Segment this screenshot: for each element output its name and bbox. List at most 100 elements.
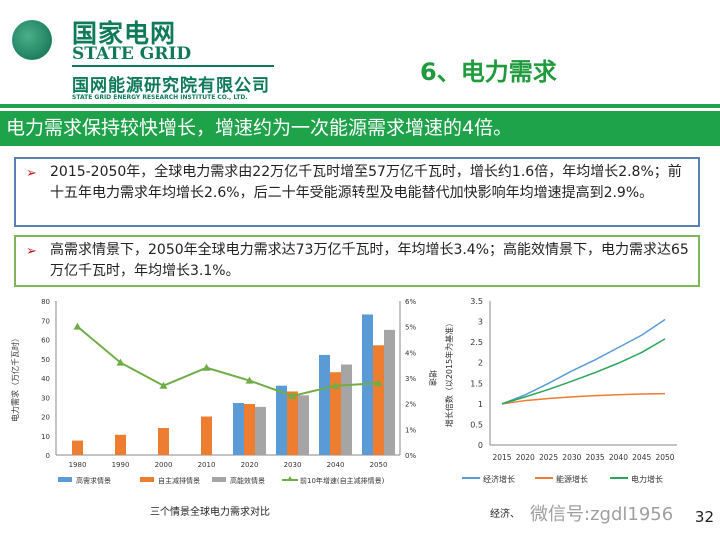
growth-point-marker	[202, 363, 211, 371]
bar-自主减排情景	[287, 391, 298, 455]
x-tick-label: 2020	[241, 461, 259, 469]
growth-point-marker	[116, 358, 125, 366]
x-tick-label: 2045	[632, 453, 651, 462]
bullet-text: 2015-2050年，全球电力需求由22万亿千瓦时增至57万亿千瓦时，增长约1.…	[50, 164, 682, 201]
y-tick-label: 3	[478, 318, 483, 327]
y-tick-label: 20	[41, 414, 50, 422]
line-经济增长	[501, 318, 666, 405]
y-tick-label: 0	[478, 441, 483, 450]
y-tick-label: 2	[478, 359, 483, 368]
y2-tick-label: 5%	[405, 324, 416, 332]
growth-point-marker	[374, 379, 383, 387]
y-tick-label: 0	[46, 452, 50, 460]
legend-label: 经济增长	[483, 474, 515, 484]
bullet-box-2: ➢ 高需求情景下，2050年全球电力需求达73万亿千瓦时，年均增长3.4%；高能效…	[14, 235, 700, 287]
bar-高需求情景	[276, 385, 287, 455]
x-tick-label: 2035	[586, 453, 605, 462]
legend-label: 能源增长	[556, 474, 588, 484]
line-电力增长	[501, 338, 666, 405]
growth-point-marker	[159, 381, 168, 389]
bullet-box-1: ➢ 2015-2050年，全球电力需求由22万亿千瓦时增至57万亿千瓦时，增长约1…	[14, 157, 700, 227]
growth-line	[76, 325, 379, 398]
bar-自主减排情景	[72, 440, 83, 455]
x-tick-label: 2025	[539, 453, 558, 462]
y-tick-label: 10	[41, 433, 50, 441]
institute-name-en: STATE GRID ENERGY RESEARCH INSTITUTE CO.…	[72, 94, 248, 101]
bar-自主减排情景	[201, 416, 212, 455]
y-tick-label: 1	[478, 400, 483, 409]
bar-高能效情景	[298, 395, 309, 455]
growth-point-marker	[331, 381, 340, 389]
line-能源增长	[501, 392, 666, 405]
logo-en: STATE GRID	[72, 44, 192, 64]
legend-swatch	[140, 477, 154, 482]
logo-cn: 国家电网	[72, 19, 177, 48]
y-tick-label: 70	[41, 317, 50, 325]
y2-axis-label: 增速	[428, 370, 438, 386]
y2-tick-label: 3%	[405, 375, 416, 383]
x-tick-label: 2030	[284, 461, 302, 469]
y2-tick-label: 2%	[405, 401, 416, 409]
legend-marker	[287, 476, 293, 481]
x-tick-label: 1990	[112, 461, 130, 469]
x-tick-label: 2040	[609, 453, 628, 462]
y2-tick-label: 0%	[405, 452, 416, 460]
growth-point-marker	[288, 391, 297, 399]
legend-swatch	[58, 477, 72, 482]
arrow-bullet-icon: ➢	[26, 244, 37, 259]
x-tick-label: 1980	[69, 461, 87, 469]
section-title: 6、电力需求	[420, 58, 557, 86]
x-tick-label: 2010	[198, 461, 216, 469]
y-tick-label: 0.5	[470, 420, 483, 429]
logo-divider	[72, 65, 274, 67]
watermark: 微信号:zgdl1956	[530, 504, 674, 525]
growth-point-marker	[73, 322, 82, 330]
legend-label: 高需求情景	[76, 476, 111, 485]
x-tick-label: 2000	[155, 461, 173, 469]
y-axis-label: 增长倍数（以2015年为基准）	[444, 319, 454, 427]
bar-高能效情景	[341, 364, 352, 455]
x-tick-label: 2030	[562, 453, 581, 462]
y2-tick-label: 1%	[405, 426, 416, 434]
y-tick-label: 1.5	[470, 379, 483, 388]
y2-tick-label: 6%	[405, 298, 416, 306]
bar-高能效情景	[384, 329, 395, 455]
legend-label: 前10年增速(自主减排情景)	[300, 476, 385, 485]
y2-tick-label: 4%	[405, 349, 416, 357]
bar-自主减排情景	[115, 434, 126, 455]
bar-自主减排情景	[244, 403, 255, 455]
institute-name: 国网能源研究院有限公司	[72, 76, 270, 96]
bar-高需求情景	[319, 354, 330, 455]
legend-label: 电力增长	[631, 474, 663, 484]
y-tick-label: 80	[41, 298, 50, 306]
bar-高需求情景	[233, 403, 244, 455]
y-tick-label: 50	[41, 356, 50, 364]
chart1-caption: 三个情景全球电力需求对比	[150, 507, 270, 518]
header-divider	[0, 104, 720, 108]
bar-自主减排情景	[330, 372, 341, 455]
state-grid-logo-icon	[12, 20, 52, 60]
y-tick-label: 2.5	[470, 338, 483, 347]
y-axis-label: 电力需求（万亿千瓦时）	[10, 334, 20, 422]
growth-line-chart: 0 0.5 1 1.5 2 2.5 3 3.5 2015 2020 2025 2030 2035 2040…	[444, 297, 677, 484]
demand-bar-chart: 010203040506070800%1%2%3%4%5%6%电力需求（万亿千瓦…	[10, 298, 438, 485]
legend-label: 高能效情景	[230, 476, 265, 485]
bullet-text: 高需求情景下，2050年全球电力需求达73万亿千瓦时，年均增长3.4%；高能效情…	[50, 242, 689, 279]
x-tick-label: 2020	[516, 453, 535, 462]
y-tick-label: 40	[41, 375, 50, 383]
legend-swatch	[212, 477, 226, 482]
x-tick-label: 2015	[492, 453, 511, 462]
y-tick-label: 60	[41, 337, 50, 345]
bar-自主减排情景	[158, 428, 169, 455]
legend-label: 自主减排情景	[158, 476, 200, 485]
bar-高能效情景	[255, 406, 266, 455]
page-number: 32	[694, 508, 714, 526]
growth-point-marker	[245, 376, 254, 384]
bar-自主减排情景	[373, 345, 384, 455]
chart2-caption: 经济、	[490, 509, 520, 520]
x-tick-label: 2040	[327, 461, 345, 469]
arrow-bullet-icon: ➢	[26, 166, 37, 181]
headline-banner: 电力需求保持较快增长，增速约为一次能源需求增速的4倍。	[0, 111, 720, 146]
x-tick-label: 2050	[370, 461, 388, 469]
y-tick-label: 30	[41, 394, 50, 402]
